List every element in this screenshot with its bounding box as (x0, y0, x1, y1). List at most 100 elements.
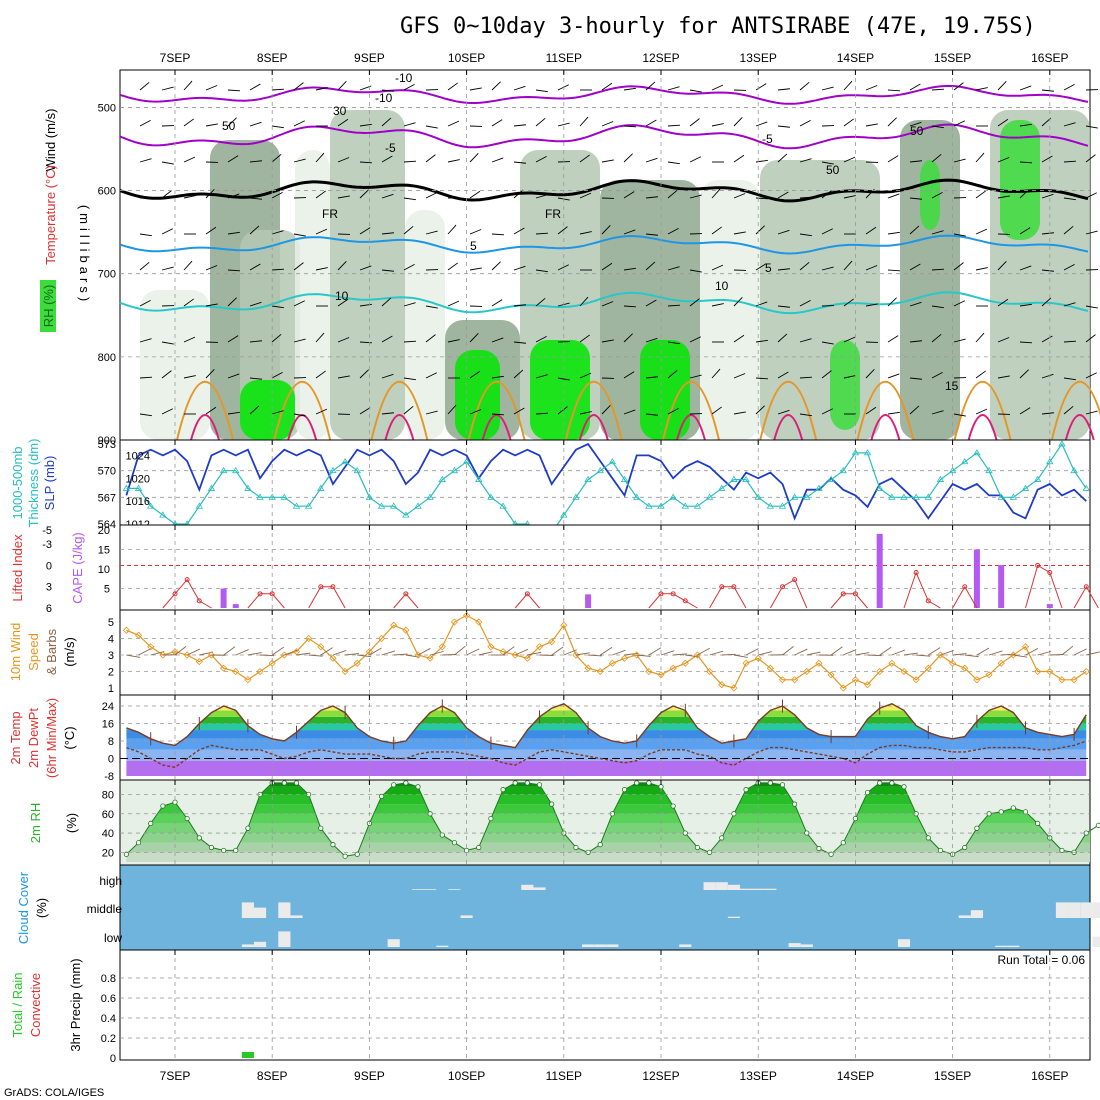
cloud-bar (739, 888, 753, 890)
thickness-point (839, 466, 847, 474)
wind-barb (183, 298, 194, 307)
wind-speed-line (122, 611, 1100, 692)
wind-speed-point (134, 631, 143, 639)
wind-barb (403, 377, 416, 381)
wind-barb (711, 123, 724, 127)
wind10m-barb (660, 650, 675, 656)
wind10m-barb (271, 646, 285, 656)
wind-barb (161, 161, 174, 165)
rh-point (512, 780, 518, 786)
wind-speed-point (1082, 667, 1090, 676)
wind-barb (557, 264, 569, 271)
wind-barb (315, 87, 328, 91)
isotherm-20 (578, 414, 609, 441)
wind-barb (227, 335, 239, 343)
wind-barb (359, 407, 371, 415)
wind-speed-point (122, 626, 130, 634)
wind-barb (601, 301, 614, 307)
wind-speed-point (244, 676, 252, 684)
wind-speed-point (681, 659, 689, 667)
wind-barb (975, 370, 986, 379)
isotherm-15 (662, 380, 720, 441)
wind-barb (909, 301, 922, 307)
wind-barb (909, 225, 920, 235)
top-date-label: 9SEP (354, 51, 385, 65)
precip-label-2: Convective (28, 973, 43, 1037)
precip-grid (120, 950, 1090, 1060)
isotherm-15 (467, 380, 526, 441)
thickness-point (377, 502, 386, 509)
wind-barb (601, 262, 613, 271)
wind-barb (359, 123, 372, 127)
thickness-point (487, 493, 495, 500)
wind-barb (1063, 225, 1074, 235)
wind-barb (491, 337, 504, 343)
rh-point (840, 840, 846, 846)
wind-barb (1041, 155, 1053, 163)
cloud-bar (278, 902, 291, 918)
wind-barb (711, 188, 721, 199)
rh-tick-label: 80 (102, 789, 114, 801)
wind10m-barb (150, 651, 165, 656)
wind10m-barb (369, 647, 382, 656)
thickness-point (803, 493, 811, 500)
wind-barb (337, 81, 347, 91)
wind-barb (491, 119, 503, 127)
wind-barb (997, 157, 1010, 163)
wind-barb (403, 160, 417, 163)
cape-label: CAPE (J/kg) (70, 532, 85, 604)
wind-speed-point (827, 671, 835, 679)
wind-barb (447, 300, 460, 307)
isotherm-15 (273, 380, 332, 441)
wind-barb (205, 265, 218, 271)
cape-ticks: -5 -3 0 3 6 20 15 10 5 (42, 525, 110, 615)
thickness-point (1082, 484, 1090, 491)
wind-barb (623, 409, 636, 415)
cape-bar (1046, 604, 1053, 608)
wind-barb (931, 305, 944, 309)
wind10m-barb (916, 654, 931, 657)
wind-barb (711, 368, 721, 379)
cloud-bar (606, 944, 619, 947)
thickness-point (1033, 475, 1042, 482)
wind10m-barb (830, 646, 843, 656)
thickness-tick-label: 570 (98, 466, 116, 478)
wind10m-barb (600, 646, 613, 656)
wind-barb (535, 297, 546, 307)
wind-barb (953, 233, 966, 237)
wind-barb (843, 118, 854, 127)
footer-credit: GrADS: COLA/IGES (4, 1087, 104, 1099)
lifted-index-point (670, 591, 676, 597)
cloud-bar (764, 888, 777, 890)
wind-barb (249, 197, 262, 200)
wind-speed-point (535, 643, 544, 651)
wind-barb (425, 125, 438, 129)
wind10m-barb (697, 647, 710, 656)
wind-barb (249, 377, 262, 380)
wind10m-barb (126, 654, 141, 658)
upper-air-grid (120, 70, 1090, 440)
wind-barb (689, 118, 700, 127)
wind-barb (777, 191, 789, 199)
wind10m-barb (1013, 654, 1028, 658)
cloud-bar (800, 944, 813, 947)
wind-barb (293, 300, 305, 307)
contour-label: -10 (395, 71, 413, 85)
wind-barb (821, 266, 834, 271)
rh-point (767, 780, 773, 786)
lifted-index-point (1035, 562, 1041, 568)
wind-barb (183, 118, 194, 127)
cloud-bar (897, 939, 911, 947)
rh-point (184, 815, 190, 822)
cape-bar (585, 594, 592, 608)
rh-point (281, 780, 287, 786)
wind-barb (1085, 372, 1097, 379)
slp-tick-label: 1020 (126, 473, 150, 485)
wind-barb (381, 117, 392, 127)
wind-barb (645, 261, 656, 271)
wind-barb (359, 161, 373, 164)
wind-barb (249, 263, 261, 271)
wind-speed-point (305, 634, 313, 643)
thickness-point (936, 475, 945, 482)
